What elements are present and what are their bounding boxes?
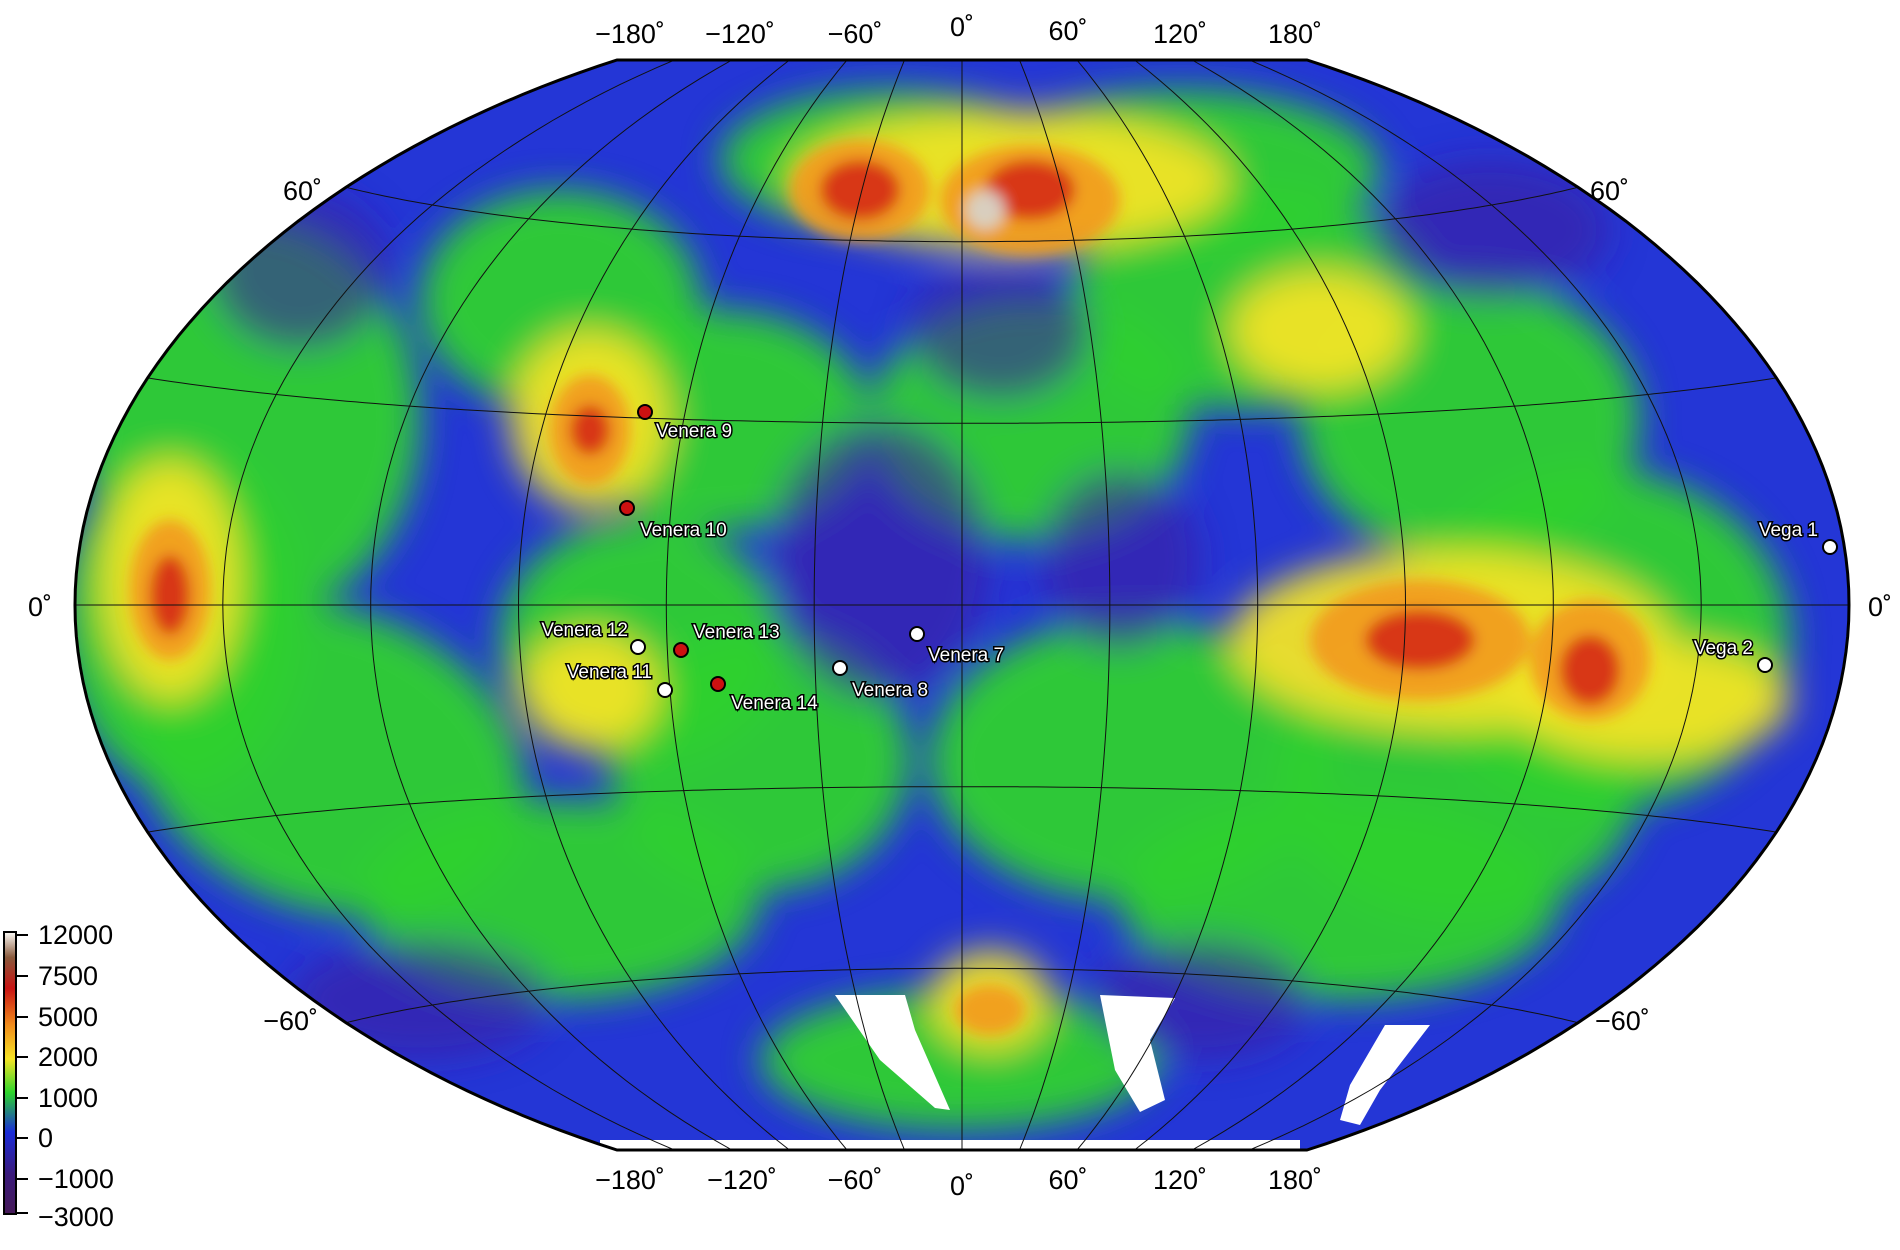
left-label: 0˚	[28, 592, 52, 622]
bottom-label: −180˚	[595, 1165, 665, 1195]
terrain-region	[150, 555, 190, 635]
bottom-label: −60˚	[828, 1165, 883, 1195]
data-gaps	[600, 995, 1430, 1150]
terrain-detail-layer	[130, 140, 1650, 1035]
colorbar-label: 5000	[38, 1002, 98, 1032]
terrain-region	[1230, 270, 1410, 390]
colorbar-label: −1000	[38, 1164, 114, 1194]
terrain-region	[770, 420, 990, 700]
top-longitude-labels: −180˚ −120˚ −60˚ 0˚ 60˚ 120˚ 180˚	[595, 12, 1322, 49]
elevation-colorbar: 12000 7500 5000 2000 1000 0 −1000 −3000	[3, 920, 114, 1232]
site-label: Venera 10	[640, 520, 727, 541]
bottom-label: 0˚	[950, 1171, 974, 1201]
right-label: 0˚	[1868, 592, 1892, 622]
site-marker	[1757, 657, 1773, 673]
site-marker	[630, 639, 646, 655]
terrain-region	[985, 160, 1075, 220]
top-label: 180˚	[1268, 19, 1322, 49]
terrain-layer	[75, 90, 1790, 1130]
site-vega-1[interactable]: Vega 1	[1757, 519, 1838, 555]
colorbar-ticks	[16, 934, 28, 1214]
site-venera-8[interactable]: Venera 8	[832, 660, 930, 703]
parallel-line	[345, 186, 1579, 243]
left-label: −60˚	[263, 1006, 318, 1036]
site-venera-10[interactable]: Venera 10	[619, 500, 728, 543]
bottom-longitude-labels: −180˚ −120˚ −60˚ 0˚ 60˚ 120˚ 180˚	[595, 1165, 1322, 1201]
site-marker	[1822, 539, 1838, 555]
terrain-region	[965, 190, 1005, 230]
site-marker	[909, 626, 925, 642]
site-label: Venera 14	[731, 693, 818, 714]
site-marker	[673, 642, 689, 658]
site-venera-13[interactable]: Venera 13	[673, 621, 781, 658]
colorbar-label: 12000	[38, 920, 113, 950]
data-gap	[1340, 1025, 1430, 1125]
top-label: −120˚	[705, 19, 775, 49]
site-marker	[657, 682, 673, 698]
site-label: Venera 9	[656, 421, 732, 442]
terrain-region	[520, 630, 660, 750]
bottom-label: 60˚	[1048, 1165, 1087, 1195]
site-vega-2[interactable]: Vega 2	[1692, 637, 1773, 673]
top-label: 0˚	[950, 12, 974, 42]
terrain-region	[1365, 610, 1475, 670]
data-gap	[600, 1140, 1300, 1150]
left-label: 60˚	[283, 176, 322, 206]
right-label: −60˚	[1595, 1006, 1650, 1036]
terrain-region	[290, 940, 550, 1060]
landing-sites: Venera 9 Venera 10 Venera 12 Venera 11 V…	[540, 404, 1838, 716]
site-venera-14[interactable]: Venera 14	[710, 676, 820, 716]
site-label: Venera 7	[928, 645, 1004, 666]
terrain-region	[910, 260, 1090, 400]
colorbar-label: 2000	[38, 1042, 98, 1072]
terrain-region	[955, 985, 1025, 1035]
bottom-label: −120˚	[707, 1165, 777, 1195]
top-label: 60˚	[1048, 16, 1087, 46]
parallel-line	[147, 786, 1777, 833]
bottom-label: 180˚	[1268, 1165, 1322, 1195]
site-marker	[832, 660, 848, 676]
terrain-region	[1370, 160, 1610, 300]
site-label: Venera 12	[541, 620, 628, 641]
colorbar-gradient	[3, 931, 17, 1215]
colorbar-label: 7500	[38, 961, 98, 991]
site-venera-11[interactable]: Venera 11	[565, 661, 673, 698]
top-label: −180˚	[595, 19, 665, 49]
left-latitude-labels: 60˚ 0˚ −60˚	[28, 176, 322, 1036]
parallel-line	[147, 377, 1777, 424]
site-venera-9[interactable]: Venera 9	[637, 404, 734, 444]
colorbar-label: −3000	[38, 1202, 114, 1232]
site-label: Venera 8	[852, 680, 928, 701]
site-marker	[637, 404, 653, 420]
colorbar-label: 1000	[38, 1083, 98, 1113]
site-venera-7[interactable]: Venera 7	[909, 626, 1006, 668]
right-latitude-labels: 60˚ 0˚ −60˚	[1590, 176, 1892, 1036]
top-label: −60˚	[828, 19, 883, 49]
site-label: Venera 13	[693, 622, 780, 643]
globe-outline	[73, 58, 1851, 1152]
bottom-label: 120˚	[1153, 1165, 1207, 1195]
terrain-region	[820, 160, 900, 220]
site-marker	[619, 500, 635, 516]
site-venera-12[interactable]: Venera 12	[540, 619, 646, 655]
site-label: Venera 11	[567, 662, 652, 683]
data-gap	[835, 995, 950, 1110]
colorbar-label: 0	[38, 1123, 53, 1153]
terrain-region	[1040, 470, 1200, 650]
data-gap	[1100, 995, 1175, 1112]
terrain-region	[210, 190, 390, 350]
parallel-line	[345, 967, 1579, 1024]
terrain-region	[570, 405, 610, 455]
terrain-region	[1560, 635, 1620, 705]
top-label: 120˚	[1153, 19, 1207, 49]
right-label: 60˚	[1590, 176, 1629, 206]
site-marker	[710, 676, 726, 692]
site-label: Vega 2	[1694, 638, 1753, 659]
site-label: Vega 1	[1759, 520, 1818, 541]
